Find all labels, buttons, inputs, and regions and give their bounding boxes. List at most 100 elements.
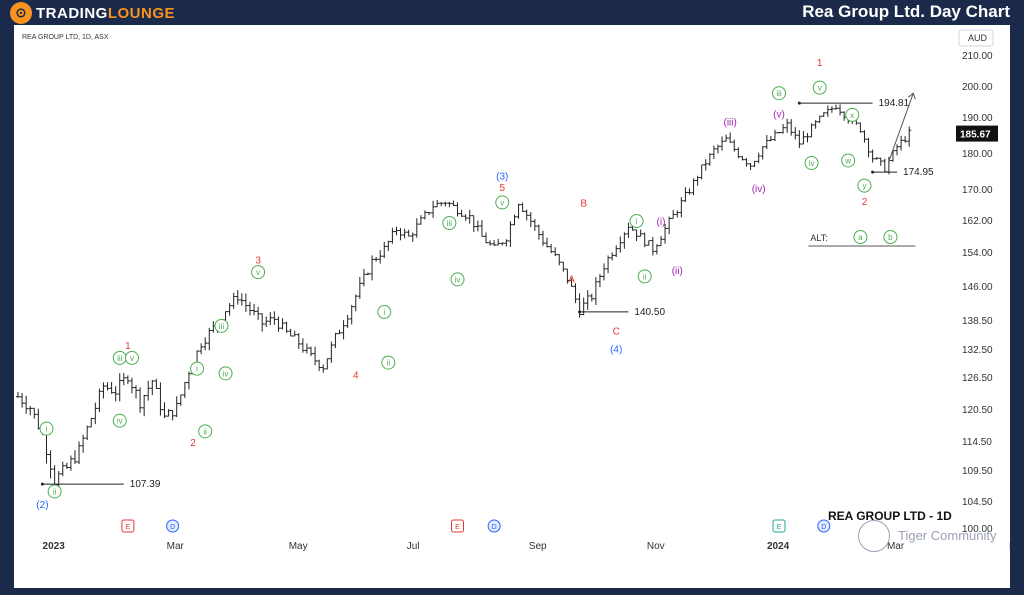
wave-label-circle	[629, 214, 644, 228]
wave-label: (iii)	[724, 118, 737, 129]
wave-label: ii	[53, 487, 57, 496]
price-level-label: 140.50	[634, 307, 665, 318]
wave-label-circle	[495, 195, 510, 210]
price-level-label: 107.39	[130, 479, 161, 490]
currency-box	[958, 29, 994, 47]
wave-label: (v)	[773, 109, 785, 120]
dividend-event-icon	[487, 519, 501, 533]
price-level-dot	[578, 310, 582, 314]
wave-label: i	[636, 217, 638, 226]
wave-label: 1	[125, 341, 131, 352]
wave-label: y	[862, 182, 866, 191]
y-tick-label: 114.50	[962, 437, 992, 448]
y-tick-label: 162.00	[962, 216, 993, 227]
y-tick-label: 180.00	[962, 149, 993, 160]
wave-label: x	[850, 111, 854, 120]
wave-label: (iv)	[752, 184, 766, 195]
wave-label: w	[844, 156, 851, 165]
logo-icon: ⊙	[10, 2, 32, 24]
alt-label: ALT:	[810, 233, 827, 243]
event-icon-letter: E	[777, 524, 782, 531]
price-level-dot	[871, 170, 875, 174]
y-tick-label: 100.00	[962, 524, 993, 535]
wave-label: i	[196, 365, 198, 374]
wave-label: v	[500, 198, 504, 207]
logo-wordmark: TRADINGLOUNGE	[36, 4, 175, 22]
tradinglounge-logo: ⊙ TRADINGLOUNGE	[10, 2, 175, 24]
y-tick-label: 200.00	[962, 82, 993, 93]
price-chart[interactable]: REA GROUP LTD, 1D, ASX AUD 210.00 200.00 190…	[14, 25, 1010, 588]
wave-label: iv	[455, 275, 461, 284]
wave-label: B	[580, 198, 587, 209]
x-tick-label: May	[289, 541, 308, 552]
wave-label: iv	[117, 417, 123, 426]
wave-label: i	[46, 425, 48, 434]
symbol-label: REA GROUP LTD, 1D, ASX	[22, 34, 109, 41]
wave-label: iii	[776, 89, 782, 98]
price-level-dot	[797, 101, 801, 105]
dividend-event-icon	[817, 519, 831, 533]
wave-label: i	[383, 308, 385, 317]
chart-footer-label: REA GROUP LTD - 1D	[828, 509, 952, 523]
wave-label-circle	[47, 484, 62, 499]
last-price-tag	[956, 125, 998, 142]
wave-label: iii	[117, 354, 123, 363]
wave-label: iv	[223, 369, 229, 378]
wave-label-circle	[39, 421, 54, 436]
event-icon-letter: D	[492, 524, 497, 531]
wave-label: (ii)	[672, 266, 683, 277]
header-bar: ⊙ TRADINGLOUNGE Rea Group Ltd. Day Chart	[0, 0, 1024, 25]
projection-arrow	[888, 93, 914, 162]
dividend-event-icon	[166, 519, 180, 533]
price-level-label: 174.95	[903, 167, 934, 178]
wave-label: (i)	[657, 217, 666, 228]
wave-label: v	[256, 268, 260, 277]
wave-label-circle	[845, 107, 860, 122]
x-tick-label: Mar	[887, 541, 905, 552]
wave-label-circle	[198, 424, 213, 439]
y-tick-label: 170.00	[962, 185, 993, 196]
wave-label: iii	[219, 322, 225, 331]
wave-label-circle	[450, 272, 465, 287]
wave-label: 1	[817, 58, 823, 69]
price-level-label: 194.81	[879, 98, 910, 109]
x-tick-label: 2023	[43, 541, 66, 552]
wave-label-circle	[218, 366, 233, 381]
wave-label-circle	[190, 361, 205, 376]
alt-wave-label: b	[888, 233, 893, 242]
chart-panel[interactable]: REA GROUP LTD, 1D, ASX AUD 210.00 200.00 190…	[14, 25, 1010, 588]
wave-label: 4	[353, 370, 359, 381]
wave-label: ii	[387, 359, 391, 368]
wave-label: A	[568, 275, 575, 286]
event-icon-letter: E	[455, 524, 460, 531]
watermark-text: @TradingLounge	[858, 560, 989, 579]
page-title: Rea Group Ltd. Day Chart	[802, 2, 1010, 21]
wave-label-circle	[381, 355, 396, 370]
y-tick-label: 154.00	[962, 248, 993, 259]
earnings-event-icon	[451, 519, 465, 533]
wave-label: 3	[255, 255, 261, 266]
wave-label: v	[818, 84, 822, 93]
x-tick-label: Nov	[647, 541, 665, 552]
wave-label: (4)	[610, 345, 622, 356]
y-tick-label: 146.00	[962, 282, 993, 293]
wave-label: 2	[190, 438, 196, 449]
x-tick-label: Sep	[529, 541, 547, 552]
event-icon-letter: D	[821, 524, 826, 531]
y-tick-label: 138.50	[962, 316, 993, 327]
y-tick-label: 210.00	[962, 51, 993, 62]
wave-label-circle	[637, 269, 652, 284]
wave-label-circle	[214, 318, 229, 333]
wave-label: v	[130, 354, 134, 363]
wave-label-circle	[251, 265, 266, 280]
alt-wave-circle	[853, 230, 868, 244]
wave-label: 2	[862, 197, 868, 208]
event-icon-letter: E	[126, 524, 131, 531]
tiger-community-watermark: Tiger Community	[858, 520, 1018, 556]
wave-label-circle	[124, 350, 139, 365]
y-tick-label: 132.50	[962, 345, 993, 356]
wave-label-circle	[442, 216, 457, 230]
earnings-event-icon	[121, 519, 135, 533]
wave-label-circle	[772, 86, 787, 101]
x-tick-label: Mar	[167, 541, 185, 552]
